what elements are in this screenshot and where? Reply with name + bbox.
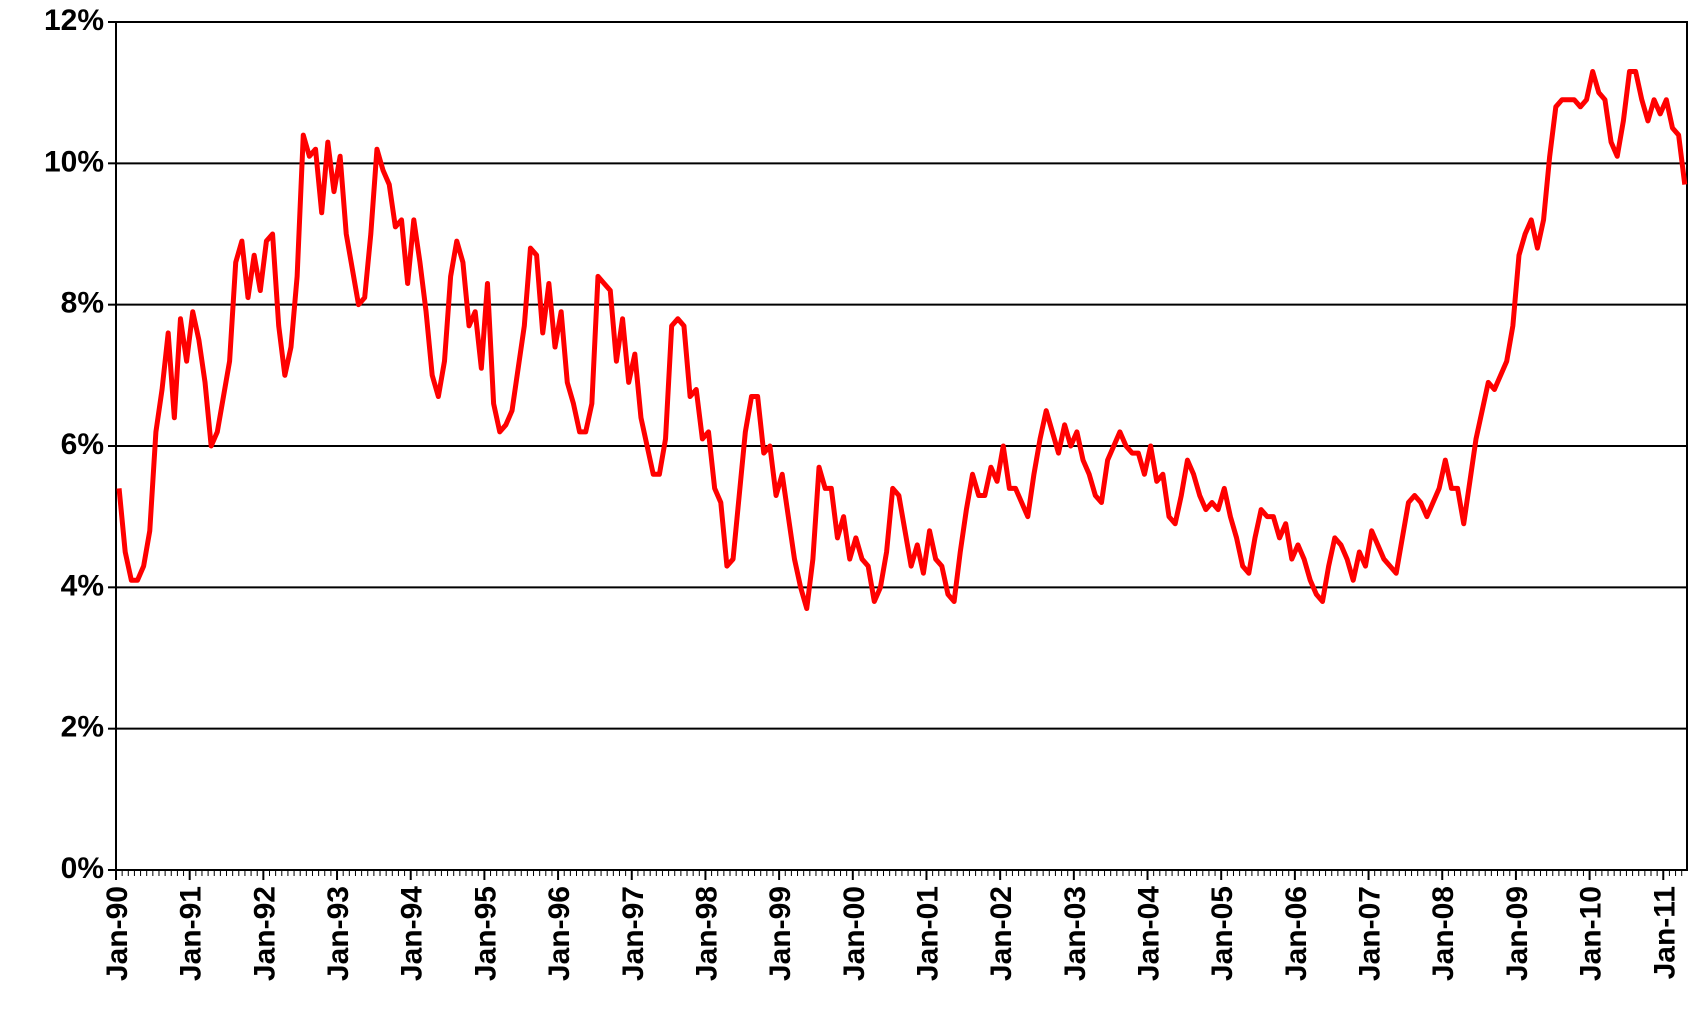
x-tick-label: Jan-09 (1501, 886, 1534, 981)
x-tick-label: Jan-07 (1354, 886, 1387, 981)
x-tick-label: Jan-94 (396, 886, 429, 981)
x-tick-label: Jan-04 (1133, 886, 1166, 981)
x-tick-label: Jan-10 (1575, 886, 1608, 981)
x-tick-label: Jan-95 (469, 886, 502, 981)
x-tick-label: Jan-06 (1280, 886, 1313, 981)
data-line (116, 68, 1688, 612)
x-tick-label: Jan-08 (1427, 886, 1460, 981)
x-tick-label: Jan-03 (1059, 886, 1092, 981)
x-tick-label: Jan-92 (248, 886, 281, 981)
x-tick-label: Jan-11 (1648, 886, 1681, 979)
y-tick-label: 12% (44, 4, 104, 37)
x-tick-label: Jan-02 (985, 886, 1018, 981)
x-tick-label: Jan-98 (690, 886, 723, 981)
y-tick-label: 4% (61, 569, 104, 602)
y-tick-label: 6% (61, 428, 104, 461)
x-tick-label: Jan-99 (764, 886, 797, 981)
x-tick-label: Jan-05 (1206, 886, 1239, 981)
y-tick-label: 2% (61, 711, 104, 744)
x-tick-label: Jan-93 (322, 886, 355, 981)
x-tick-label: Jan-00 (838, 886, 871, 981)
y-tick-label: 0% (61, 852, 104, 885)
x-tick-label: Jan-97 (617, 886, 650, 981)
x-tick-label: Jan-01 (911, 886, 944, 981)
y-tick-label: 10% (44, 145, 104, 178)
x-tick-label: Jan-91 (175, 886, 208, 981)
x-tick-label: Jan-96 (543, 886, 576, 981)
y-tick-label: 8% (61, 287, 104, 320)
x-tick-label: Jan-90 (101, 886, 134, 981)
